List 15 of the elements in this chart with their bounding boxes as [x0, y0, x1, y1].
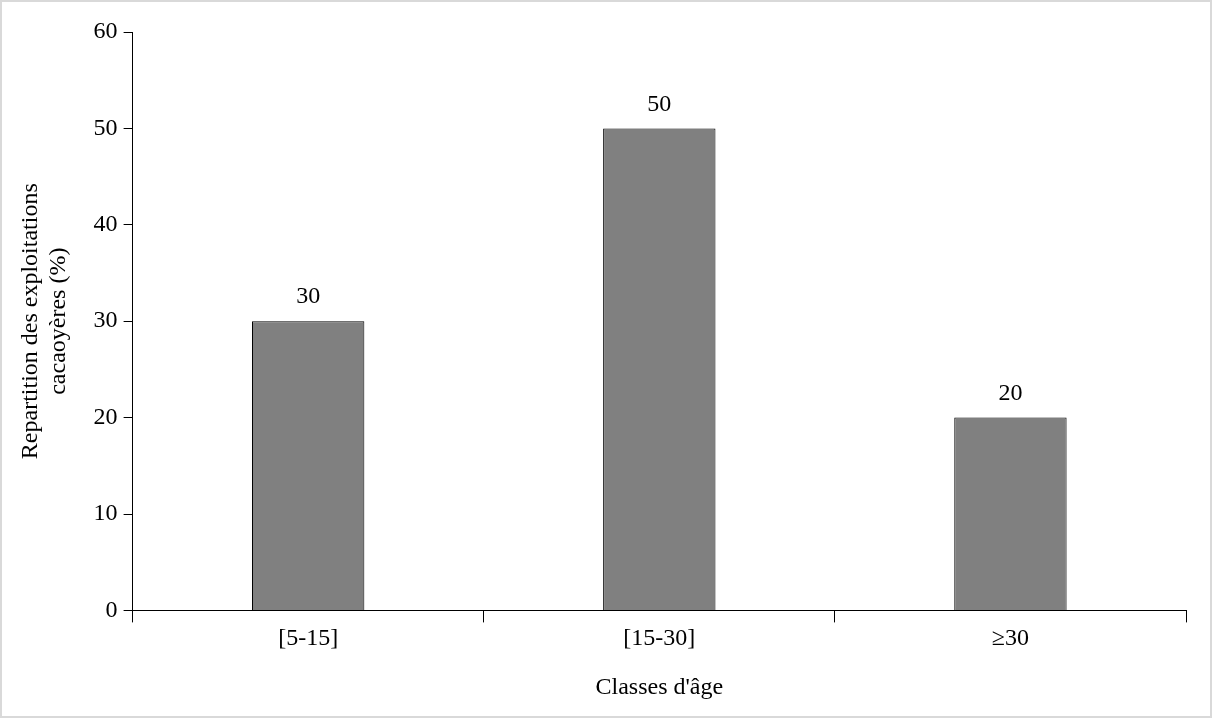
y-tick-label: 30	[93, 306, 118, 333]
data-label: 50	[647, 89, 672, 116]
y-tick-label: 0	[105, 595, 118, 622]
y-tick-label: 50	[93, 113, 118, 140]
y-tick-label: 40	[93, 210, 118, 237]
x-tick-label: [5-15]	[278, 624, 339, 651]
data-label: 20	[998, 378, 1023, 405]
x-tick-label: ≥30	[991, 624, 1030, 651]
y-tick-label: 20	[93, 402, 118, 429]
y-tick-label: 10	[93, 499, 118, 526]
y-axis-title: Repartition des exploitations cacaoyères (%)	[15, 183, 71, 460]
data-label: 30	[296, 282, 321, 309]
x-axis-title: Classes d'âge	[595, 672, 724, 699]
y-tick-label: 60	[93, 17, 118, 44]
x-tick-label: [15-30]	[623, 624, 696, 651]
